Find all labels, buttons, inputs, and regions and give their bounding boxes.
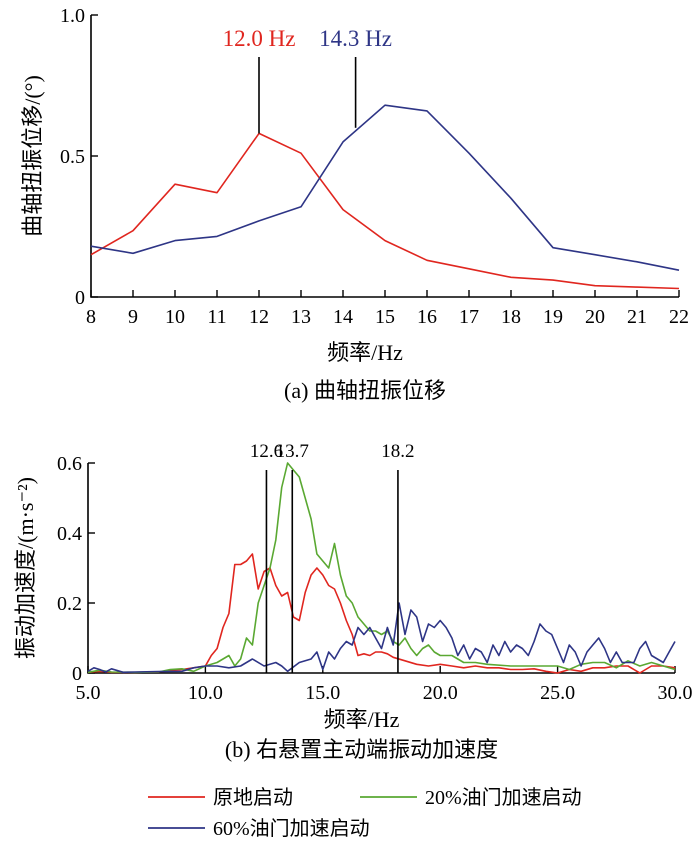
series-line-red <box>87 553 676 674</box>
legend-label: 60%油门加速启动 <box>213 817 370 840</box>
x-tick-label: 22 <box>669 306 689 328</box>
x-tick-label: 12 <box>249 306 269 328</box>
annotation-label: 14.3 Hz <box>319 26 392 51</box>
chart-a: 8 9 10 11 12 13 14 15 16 17 18 19 20 21 22 0 0.5 1.0 曲轴扭振位… <box>20 5 689 403</box>
x-tick-label: 13 <box>291 306 311 328</box>
legend-label: 原地启动 <box>213 786 293 809</box>
x-tick-label: 10 <box>165 306 185 328</box>
caption: (b) 右悬置主动端振动加速度 <box>225 737 498 762</box>
x-tick-label: 15.0 <box>305 682 340 704</box>
series-line-green <box>87 462 676 674</box>
y-axis-label: 曲轴扭振位移/(°) <box>20 75 45 237</box>
legend-label: 20%油门加速启动 <box>425 786 582 809</box>
axes <box>87 463 675 674</box>
x-tick-label: 20.0 <box>423 682 458 704</box>
series-line-blue <box>90 104 680 271</box>
peak-label: 18.2 <box>381 441 414 462</box>
x-tick-label: 16 <box>417 306 437 328</box>
y-tick-label: 0.4 <box>57 523 82 545</box>
y-tick-label: 0 <box>75 287 85 309</box>
x-tick-label: 14 <box>333 306 353 328</box>
x-tick-label: 18 <box>501 306 521 328</box>
x-tick-label: 19 <box>543 306 563 328</box>
x-axis-label: 频率/Hz <box>327 340 403 365</box>
x-tick-label: 5.0 <box>76 682 101 704</box>
x-tick-label: 8 <box>86 306 96 328</box>
chart-b: 5.0 10.0 15.0 20.0 25.0 30.0 0 0.2 0.4 0.6 振动加速度/(… <box>13 441 692 840</box>
x-tick-label: 21 <box>627 306 647 328</box>
x-tick-label: 17 <box>459 306 479 328</box>
series-line-blue <box>87 602 676 674</box>
series-line-red <box>90 132 680 290</box>
x-tick-label: 9 <box>128 306 138 328</box>
annotation-label: 12.0 Hz <box>223 26 296 51</box>
x-tick-label: 30.0 <box>658 682 693 704</box>
y-tick-label: 1.0 <box>60 5 85 27</box>
y-tick-label: 0.2 <box>57 593 82 615</box>
x-tick-label: 15 <box>375 306 395 328</box>
peak-label: 12.6 <box>250 441 283 462</box>
peak-label: 13.7 <box>276 441 309 462</box>
y-tick-label: 0.6 <box>57 453 82 475</box>
caption: (a) 曲轴扭振位移 <box>284 378 446 403</box>
y-tick-label: 0 <box>72 663 82 685</box>
x-tick-label: 11 <box>207 306 226 328</box>
x-tick-label: 25.0 <box>540 682 575 704</box>
x-tick-label: 10.0 <box>188 682 223 704</box>
y-axis-label: 振动加速度/(m·s⁻²) <box>13 477 38 659</box>
x-tick-label: 20 <box>585 306 605 328</box>
y-tick-label: 0.5 <box>60 146 85 168</box>
x-axis-label: 频率/Hz <box>324 707 400 732</box>
